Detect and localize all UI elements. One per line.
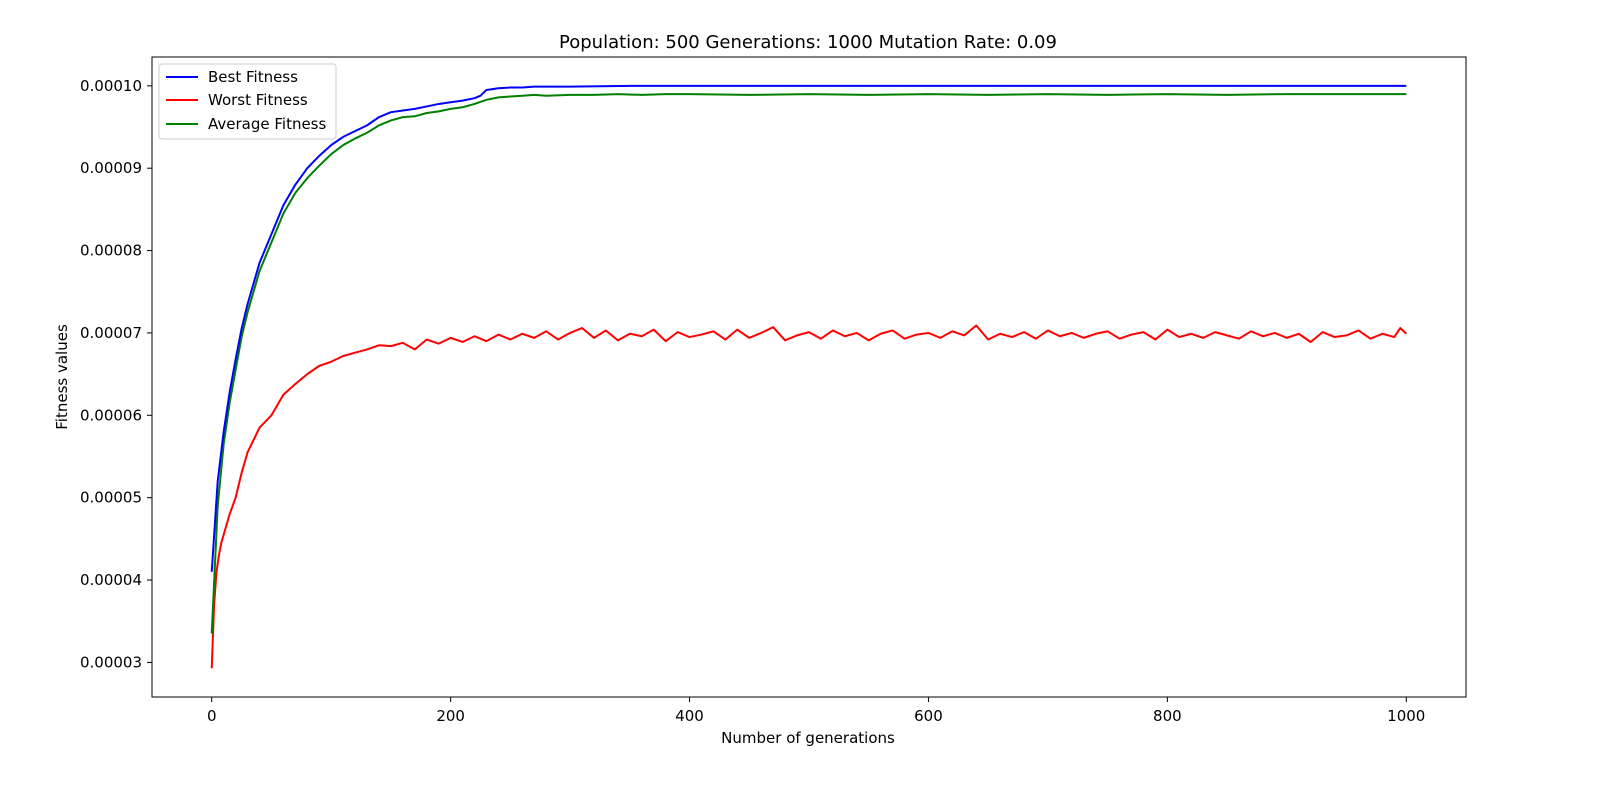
y-tick-label: 0.00008 bbox=[80, 242, 142, 260]
y-tick-label: 0.00010 bbox=[80, 77, 142, 95]
legend: Best Fitness Worst Fitness Average Fitne… bbox=[158, 63, 337, 140]
y-tick-label: 0.00005 bbox=[80, 489, 142, 507]
x-tick-label: 800 bbox=[1153, 707, 1182, 725]
x-tick-label: 200 bbox=[436, 707, 465, 725]
x-tick-label: 600 bbox=[914, 707, 943, 725]
legend-label-best: Best Fitness bbox=[208, 68, 298, 86]
worst-fitness-line bbox=[210, 324, 1407, 669]
y-tick-label: 0.00007 bbox=[80, 324, 142, 342]
legend-label-average: Average Fitness bbox=[208, 115, 327, 133]
legend-box bbox=[158, 63, 337, 140]
plot-area: 0 200 400 600 800 1000 0.000030.000040.000050… bbox=[80, 56, 1467, 725]
x-tick-label: 0 bbox=[207, 707, 217, 725]
y-tick-label: 0.00009 bbox=[80, 159, 142, 177]
x-axis-label: Number of generations bbox=[721, 729, 895, 747]
best-fitness-line bbox=[210, 84, 1407, 572]
axes-frame bbox=[151, 56, 1467, 698]
y-axis-label: Fitness values bbox=[53, 324, 71, 430]
x-tick-label: 400 bbox=[675, 707, 704, 725]
legend-label-worst: Worst Fitness bbox=[208, 91, 308, 109]
y-tick-label: 0.00004 bbox=[80, 571, 142, 589]
series-layer bbox=[210, 84, 1407, 669]
x-axis-ticks: 0 200 400 600 800 1000 bbox=[207, 697, 1425, 725]
y-tick-label: 0.00006 bbox=[80, 406, 142, 424]
x-tick-label: 1000 bbox=[1387, 707, 1425, 725]
y-tick-label: 0.00003 bbox=[80, 653, 142, 671]
y-axis-ticks: 0.00003 0.00004 0.00005 0.00006 0.00007 0.000… bbox=[80, 77, 152, 671]
average-fitness-line bbox=[210, 93, 1407, 634]
chart-title: Population: 500 Generations: 1000 Mutati… bbox=[559, 32, 1057, 53]
